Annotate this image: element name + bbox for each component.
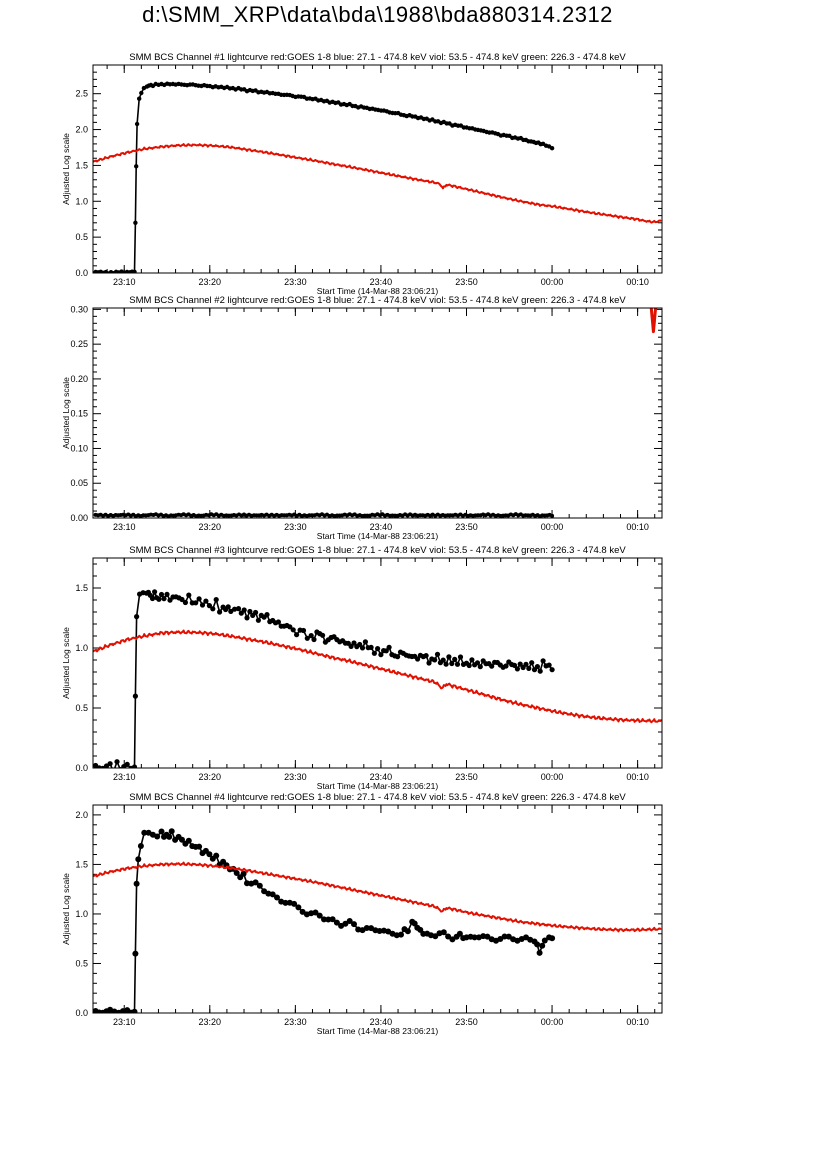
x-tick-label: 23:40 <box>370 277 393 287</box>
x-tick-label: 23:40 <box>370 772 393 782</box>
y-tick-label: 0.0 <box>75 1008 88 1018</box>
panel-2-plot: 0.00 0.05 0.10 0.15 0.20 0.25 0.30 23:10 23:20 23… <box>70 304 663 532</box>
x-tick-label: 23:40 <box>370 1017 393 1027</box>
x-tick-label: 23:20 <box>199 1017 222 1027</box>
y-tick-label: 2.0 <box>75 810 88 820</box>
y-tick-label: 0.30 <box>70 304 88 314</box>
y-tick-label: 0.25 <box>70 339 88 349</box>
goes-1-8-flux-series <box>93 861 662 933</box>
panel-3-xlabel: Start Time (14-Mar-88 23:06:21) <box>316 781 439 791</box>
y-tick-label: 0.15 <box>70 409 88 419</box>
y-tick-label: 0.20 <box>70 374 88 384</box>
y-tick-label: 0.5 <box>75 958 88 968</box>
x-tick-label: 00:00 <box>541 772 564 782</box>
x-tick-label: 00:10 <box>626 1017 649 1027</box>
x-tick-label: 23:20 <box>199 522 222 532</box>
x-tick-label: 23:10 <box>113 522 136 532</box>
panel-4-plot: 0.0 0.5 1.0 1.5 2.0 23:10 23:20 23:30 23:40 23:50… <box>75 804 663 1027</box>
x-tick-label: 00:10 <box>626 522 649 532</box>
goes-1-8-flux-series <box>93 143 662 224</box>
y-tick-label: 1.0 <box>75 643 88 653</box>
panel-1-ylabel: Adjusted Log scale <box>61 133 71 205</box>
y-tick-label: 0.10 <box>70 443 88 453</box>
y-tick-label: 0.0 <box>75 763 88 773</box>
y-tick-label: 0.0 <box>75 268 88 278</box>
plot-frame <box>92 804 663 1014</box>
plot-frame <box>92 64 663 274</box>
x-tick-label: 00:10 <box>626 772 649 782</box>
y-tick-label: 1.5 <box>75 583 88 593</box>
goes-1-8-flux-series <box>649 308 658 334</box>
x-tick-label: 23:20 <box>199 277 222 287</box>
panel-4-xlabel: Start Time (14-Mar-88 23:06:21) <box>316 1026 439 1036</box>
bcs-channel-2-counts-series <box>93 512 555 518</box>
x-tick-label: 00:10 <box>626 277 649 287</box>
x-tick-label: 23:50 <box>455 772 478 782</box>
y-tick-label: 1.0 <box>75 196 88 206</box>
plot-frame <box>92 557 663 769</box>
x-tick-label: 23:40 <box>370 522 393 532</box>
page-title: d:\SMM_XRP\data\bda\1988\bda880314.2312 <box>142 2 613 27</box>
panel-2-header: SMM BCS Channel #2 lightcurve red:GOES 1… <box>129 295 626 306</box>
x-tick-label: 23:10 <box>113 277 136 287</box>
panel-1-header: SMM BCS Channel #1 lightcurve red:GOES 1… <box>129 52 626 63</box>
y-tick-label: 0.05 <box>70 478 88 488</box>
bcs-channel-1-counts-series <box>93 81 555 273</box>
x-tick-label: 00:00 <box>541 277 564 287</box>
panel-4-header: SMM BCS Channel #4 lightcurve red:GOES 1… <box>129 792 626 803</box>
x-tick-label: 23:10 <box>113 1017 136 1027</box>
x-tick-label: 23:50 <box>455 522 478 532</box>
x-tick-label: 23:30 <box>284 277 307 287</box>
bcs-channel-4-counts-series <box>93 828 556 1013</box>
bcs-channel-3-counts-series <box>93 589 555 768</box>
panel-4-ylabel: Adjusted Log scale <box>61 873 71 945</box>
panel-2-xlabel: Start Time (14-Mar-88 23:06:21) <box>316 531 439 541</box>
x-tick-label: 23:20 <box>199 772 222 782</box>
y-tick-label: 2.0 <box>75 125 88 135</box>
y-tick-label: 2.5 <box>75 89 88 99</box>
y-tick-label: 1.5 <box>75 160 88 170</box>
panel-3-header: SMM BCS Channel #3 lightcurve red:GOES 1… <box>129 545 626 556</box>
panel-2-ylabel: Adjusted Log scale <box>61 377 71 449</box>
panel-1-xlabel: Start Time (14-Mar-88 23:06:21) <box>316 286 439 296</box>
y-tick-label: 0.5 <box>75 703 88 713</box>
x-tick-label: 23:50 <box>455 1017 478 1027</box>
panel-3-ylabel: Adjusted Log scale <box>61 627 71 699</box>
y-tick-label: 1.0 <box>75 909 88 919</box>
panel-1-plot: 0.0 0.5 1.0 1.5 2.0 2.5 23:10 23:20 23:30 23:40 23… <box>75 64 663 287</box>
x-tick-label: 23:30 <box>284 1017 307 1027</box>
y-tick-label: 0.5 <box>75 232 88 242</box>
x-tick-label: 23:30 <box>284 522 307 532</box>
x-tick-label: 00:00 <box>541 1017 564 1027</box>
x-tick-label: 23:30 <box>284 772 307 782</box>
goes-1-8-flux-series <box>93 629 662 724</box>
panel-3-plot: 0.0 0.5 1.0 1.5 23:10 23:20 23:30 23:40 23:50 00:… <box>75 557 663 782</box>
plot-frame <box>92 307 663 519</box>
y-tick-label: 1.5 <box>75 859 88 869</box>
x-tick-label: 00:00 <box>541 522 564 532</box>
x-tick-label: 23:10 <box>113 772 136 782</box>
x-tick-label: 23:50 <box>455 277 478 287</box>
y-tick-label: 0.00 <box>70 513 88 523</box>
